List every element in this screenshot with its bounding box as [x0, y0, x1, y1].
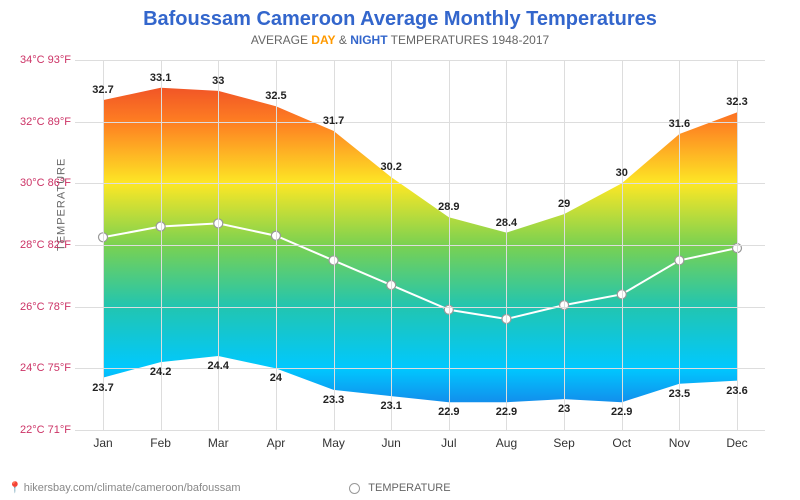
day-value-label: 30 [616, 167, 628, 179]
gridline-v [737, 60, 738, 430]
night-value-label: 23.5 [669, 388, 690, 400]
night-value-label: 23.1 [380, 400, 401, 412]
gridline-v [564, 60, 565, 430]
night-value-label: 24.2 [150, 366, 171, 378]
gridline-h [75, 368, 765, 369]
xtick-label: Oct [612, 436, 631, 450]
day-value-label: 33.1 [150, 72, 171, 84]
xtick-label: Jan [93, 436, 112, 450]
gridline-v [506, 60, 507, 430]
pin-icon: 📍 [8, 482, 22, 494]
gridline-v [622, 60, 623, 430]
day-value-label: 32.3 [726, 96, 747, 108]
day-value-label: 31.6 [669, 118, 690, 130]
ytick-label: 32°C 89°F [20, 116, 71, 128]
gridline-v [679, 60, 680, 430]
gridline-h [75, 122, 765, 123]
day-value-label: 29 [558, 198, 570, 210]
subtitle-suffix: TEMPERATURES 1948-2017 [388, 33, 550, 47]
night-value-label: 22.9 [496, 406, 517, 418]
subtitle-amp: & [336, 33, 351, 47]
subtitle-night: NIGHT [350, 33, 387, 47]
day-value-label: 28.9 [438, 201, 459, 213]
night-value-label: 23 [558, 403, 570, 415]
legend-label: TEMPERATURE [368, 482, 450, 494]
temperature-chart: Bafoussam Cameroon Average Monthly Tempe… [0, 0, 800, 500]
gridline-v [103, 60, 104, 430]
gridline-h [75, 245, 765, 246]
xtick-label: Jul [441, 436, 456, 450]
xtick-label: Mar [208, 436, 229, 450]
legend-marker-icon [349, 483, 360, 494]
gridline-v [218, 60, 219, 430]
xtick-label: Aug [496, 436, 517, 450]
xtick-label: Dec [726, 436, 747, 450]
night-value-label: 22.9 [438, 406, 459, 418]
plot-area: TEMPERATURE 22°C 71°F24°C 75°F26°C 78°F2… [75, 60, 765, 430]
gridline-h [75, 307, 765, 308]
ytick-label: 24°C 75°F [20, 362, 71, 374]
xtick-label: Apr [267, 436, 286, 450]
y-axis-label: TEMPERATURE [56, 158, 68, 251]
night-value-label: 23.6 [726, 385, 747, 397]
night-value-label: 23.7 [92, 382, 113, 394]
chart-title: Bafoussam Cameroon Average Monthly Tempe… [0, 0, 800, 31]
ytick-label: 34°C 93°F [20, 54, 71, 66]
subtitle-prefix: AVERAGE [251, 33, 311, 47]
day-value-label: 28.4 [496, 217, 517, 229]
xtick-label: Sep [553, 436, 574, 450]
ytick-label: 30°C 86°F [20, 177, 71, 189]
xtick-label: Jun [381, 436, 400, 450]
gridline-v [391, 60, 392, 430]
gridline-h [75, 183, 765, 184]
xtick-label: Nov [669, 436, 690, 450]
ytick-label: 26°C 78°F [20, 301, 71, 313]
night-value-label: 24.4 [208, 360, 229, 372]
night-value-label: 22.9 [611, 406, 632, 418]
xtick-label: May [322, 436, 345, 450]
day-value-label: 32.5 [265, 90, 286, 102]
day-value-label: 30.2 [380, 161, 401, 173]
footer-text: hikersbay.com/climate/cameroon/bafoussam [24, 482, 241, 494]
day-value-label: 31.7 [323, 115, 344, 127]
night-value-label: 24 [270, 372, 282, 384]
night-value-label: 23.3 [323, 394, 344, 406]
day-value-label: 32.7 [92, 84, 113, 96]
day-value-label: 33 [212, 75, 224, 87]
gridline-h [75, 60, 765, 61]
ytick-label: 28°C 82°F [20, 239, 71, 251]
xtick-label: Feb [150, 436, 171, 450]
footer-link[interactable]: 📍hikersbay.com/climate/cameroon/bafoussa… [8, 481, 241, 494]
subtitle-day: DAY [311, 33, 335, 47]
gridline-h [75, 430, 765, 431]
chart-subtitle: AVERAGE DAY & NIGHT TEMPERATURES 1948-20… [0, 31, 800, 47]
ytick-label: 22°C 71°F [20, 424, 71, 436]
gridline-v [449, 60, 450, 430]
